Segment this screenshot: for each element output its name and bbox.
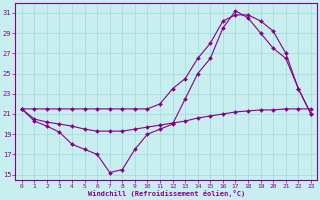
X-axis label: Windchill (Refroidissement éolien,°C): Windchill (Refroidissement éolien,°C)	[88, 190, 245, 197]
